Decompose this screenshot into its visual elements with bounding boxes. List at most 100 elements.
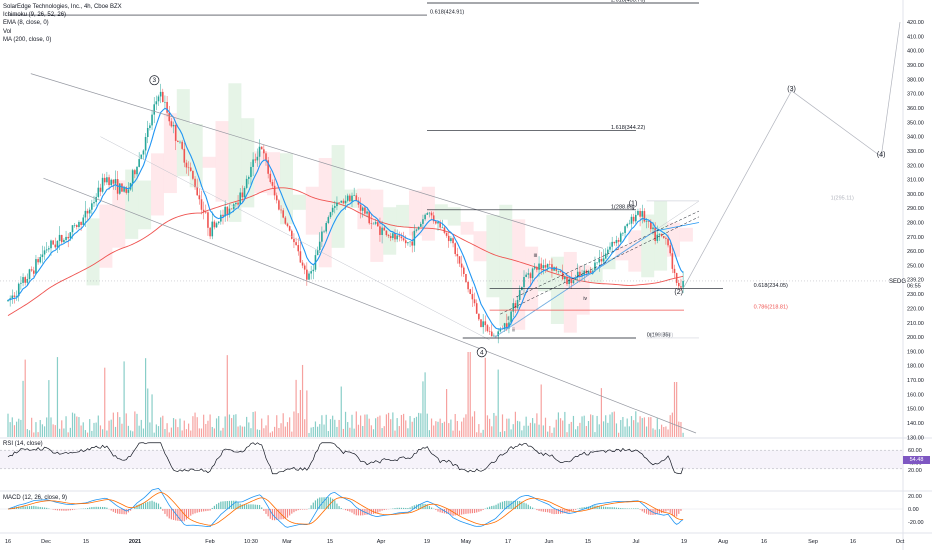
price-tick-label: 380.00	[907, 77, 924, 83]
volume-bar	[663, 427, 664, 437]
candle-body	[270, 174, 272, 182]
volume-bar	[590, 414, 591, 437]
macd-hist-bar	[483, 509, 484, 510]
macd-hist-bar	[154, 502, 155, 509]
volume-bar	[70, 428, 71, 437]
volume-bar	[343, 429, 344, 437]
candle-body	[302, 263, 304, 266]
macd-hist-bar	[612, 507, 613, 509]
volume-bar	[272, 431, 273, 437]
macd-hist-bar	[470, 509, 471, 513]
time-tick-label: Dec	[41, 539, 51, 545]
candle-body	[295, 242, 297, 245]
countdown-value: 06:55	[907, 283, 921, 289]
macd-hist-bar	[274, 509, 275, 520]
candle-body	[601, 259, 603, 261]
volume-bar	[154, 433, 155, 437]
volume-bar	[263, 428, 264, 437]
volume-bar	[399, 426, 400, 437]
volume-bar	[182, 430, 183, 437]
volume-bar	[259, 430, 260, 437]
candle-body	[540, 264, 542, 269]
price-tick-label: 410.00	[907, 34, 924, 40]
candle-body	[463, 268, 465, 274]
volume-bar	[614, 412, 615, 437]
volume-bar	[388, 413, 389, 437]
volume-bar	[278, 428, 279, 437]
candle-body	[306, 270, 308, 280]
volume-bar	[304, 419, 305, 437]
volume-bar	[594, 432, 595, 437]
candle-body	[603, 259, 605, 262]
candle-body	[467, 282, 469, 289]
volume-bar	[173, 418, 174, 437]
macd-hist-bar	[607, 507, 608, 509]
time-tick-label: 17	[505, 539, 511, 545]
macd-hist-bar	[298, 509, 299, 510]
price-tick-label: 170.00	[907, 378, 924, 384]
candle-body	[250, 167, 252, 177]
volume-bar	[132, 431, 133, 437]
candle-body	[641, 211, 643, 217]
volume-bar	[463, 418, 464, 437]
volume-bar	[517, 421, 518, 437]
volume-bar	[55, 425, 56, 437]
volume-bar	[124, 361, 125, 437]
candle-body	[63, 240, 65, 242]
macd-hist-bar	[538, 509, 539, 511]
volume-bar	[341, 387, 342, 437]
volume-bar	[65, 416, 66, 437]
candle-body	[424, 215, 426, 219]
candle-body	[48, 248, 50, 249]
volume-bar	[646, 427, 647, 437]
time-tick-label: 2021	[129, 539, 141, 545]
candle-body	[65, 237, 67, 240]
macd-hist-bar	[620, 508, 621, 509]
volume-bar	[515, 412, 516, 437]
volume-bar	[672, 413, 673, 437]
macd-hist-bar	[212, 508, 213, 509]
volume-bar	[177, 427, 178, 437]
candle-body	[87, 211, 89, 214]
candle-body	[609, 247, 611, 250]
macd-hist-bar	[665, 509, 666, 512]
cloud-segment	[177, 89, 190, 176]
volume-bar	[255, 411, 256, 437]
volume-bar	[323, 425, 324, 437]
price-tick-label: 250.00	[907, 263, 924, 269]
macd-hist-bar	[246, 504, 247, 509]
volume-bar	[326, 415, 327, 437]
macd-hist-bar	[250, 504, 251, 509]
volume-bar	[296, 380, 297, 437]
volume-bar	[14, 425, 15, 437]
volume-bar	[225, 416, 226, 437]
candle-body	[637, 211, 639, 215]
macd-hist-bar	[29, 506, 30, 509]
volume-bar	[360, 416, 361, 437]
price-tick-label: 370.00	[907, 92, 924, 98]
macd-hist-bar	[207, 509, 208, 511]
volume-bar	[274, 427, 275, 437]
candle-body	[403, 238, 405, 240]
macd-hist-bar	[261, 507, 262, 509]
volume-bar	[78, 417, 79, 437]
wave-label: (3)	[787, 86, 796, 93]
volume-bar	[293, 411, 294, 437]
volume-bar	[74, 414, 75, 437]
candle-body	[214, 222, 216, 228]
volume-bar	[96, 423, 97, 437]
cloud-segment	[203, 157, 216, 168]
volume-bar	[171, 428, 172, 437]
volume-bar	[349, 428, 350, 437]
volume-bar	[425, 372, 426, 437]
candle-body	[538, 264, 540, 270]
price-tick-label: 260.00	[907, 249, 924, 255]
candle-body	[72, 225, 74, 232]
volume-bar	[345, 412, 346, 437]
fib-level-label: 1.618(344.22)	[611, 125, 645, 131]
macd-hist-bar	[300, 509, 301, 510]
candle-body	[319, 242, 321, 250]
volume-bar	[222, 428, 223, 437]
